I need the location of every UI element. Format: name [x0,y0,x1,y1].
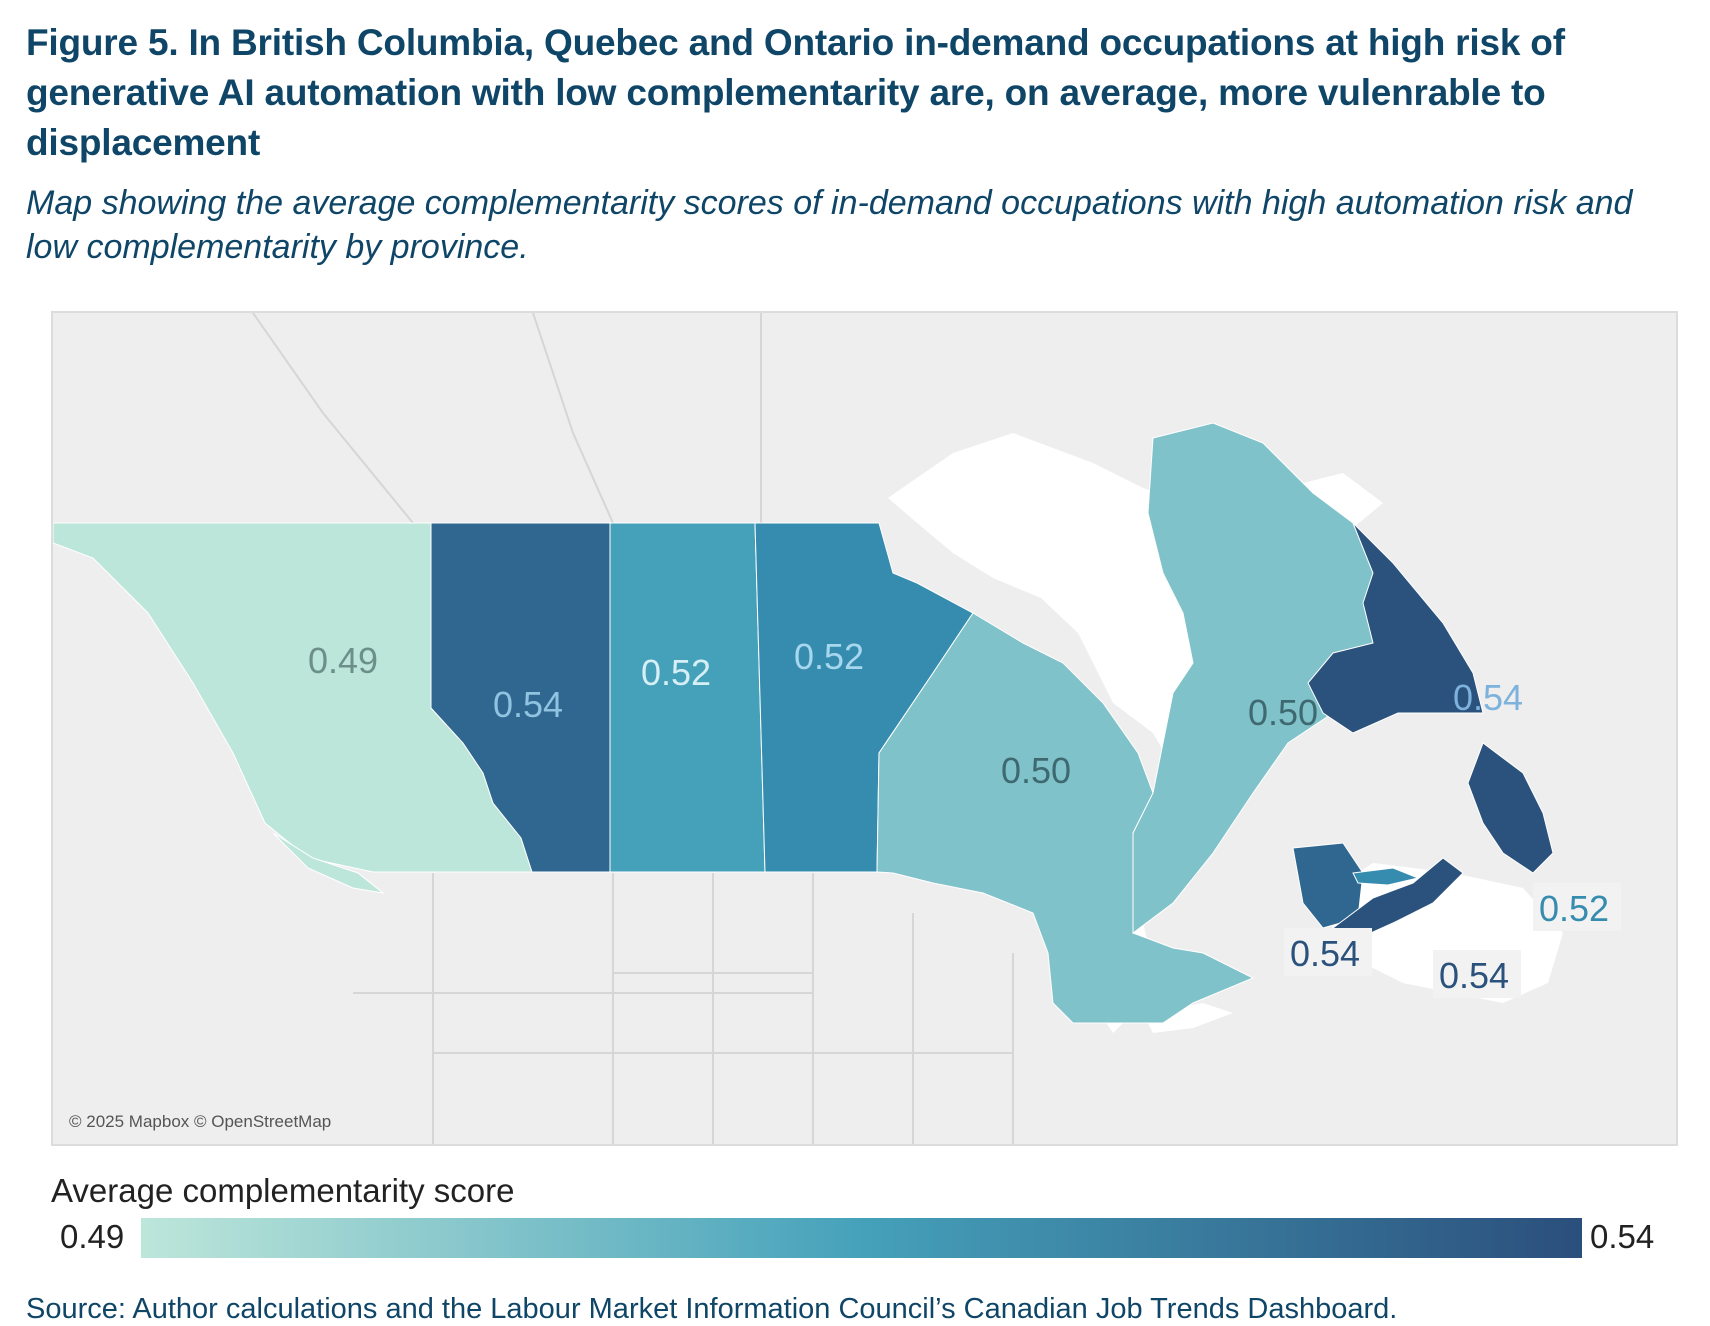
label-ns-box: 0.54 [1433,950,1521,998]
legend-max-label: 0.54 [1590,1218,1655,1255]
source-note: Source: Author calculations and the Labo… [26,1293,1398,1325]
label-ab: 0.54 [493,684,563,725]
legend-min-label: 0.49 [60,1218,125,1255]
basemap-borders [252,313,1014,1144]
legend-color-ramp [141,1218,1582,1258]
figure-title: Figure 5. In British Columbia, Quebec an… [26,22,1565,163]
map-canvas: 0.49 0.54 0.52 0.52 0.50 0.50 0.54 0.54 … [53,313,1676,1144]
label-ns: 0.54 [1439,955,1509,996]
figure-subtitle: Map showing the average complementarity … [26,184,1633,266]
map-attribution[interactable]: © 2025 Mapbox © OpenStreetMap [69,1112,332,1131]
province-qc[interactable] [1132,422,1474,934]
legend-title: Average complementarity score [51,1172,515,1209]
label-nb-box: 0.54 [1284,928,1372,976]
province-on[interactable] [876,612,1255,1024]
label-mb: 0.52 [794,636,864,677]
label-nb: 0.54 [1290,933,1360,974]
province-bc-island [272,832,385,894]
label-on: 0.50 [1001,750,1071,791]
choropleth-map[interactable]: 0.49 0.54 0.52 0.52 0.50 0.50 0.54 0.54 … [51,311,1678,1146]
province-nl-labrador[interactable] [1307,522,1484,734]
label-pe: 0.52 [1539,888,1609,929]
label-bc: 0.49 [308,640,378,681]
province-pe[interactable] [1352,867,1420,886]
province-sk[interactable] [609,522,766,873]
label-sk: 0.52 [641,652,711,693]
label-qc: 0.50 [1248,692,1318,733]
label-pe-box: 0.52 [1533,883,1621,931]
label-nl: 0.54 [1453,677,1523,718]
province-nl-newfoundland[interactable] [1467,742,1554,874]
